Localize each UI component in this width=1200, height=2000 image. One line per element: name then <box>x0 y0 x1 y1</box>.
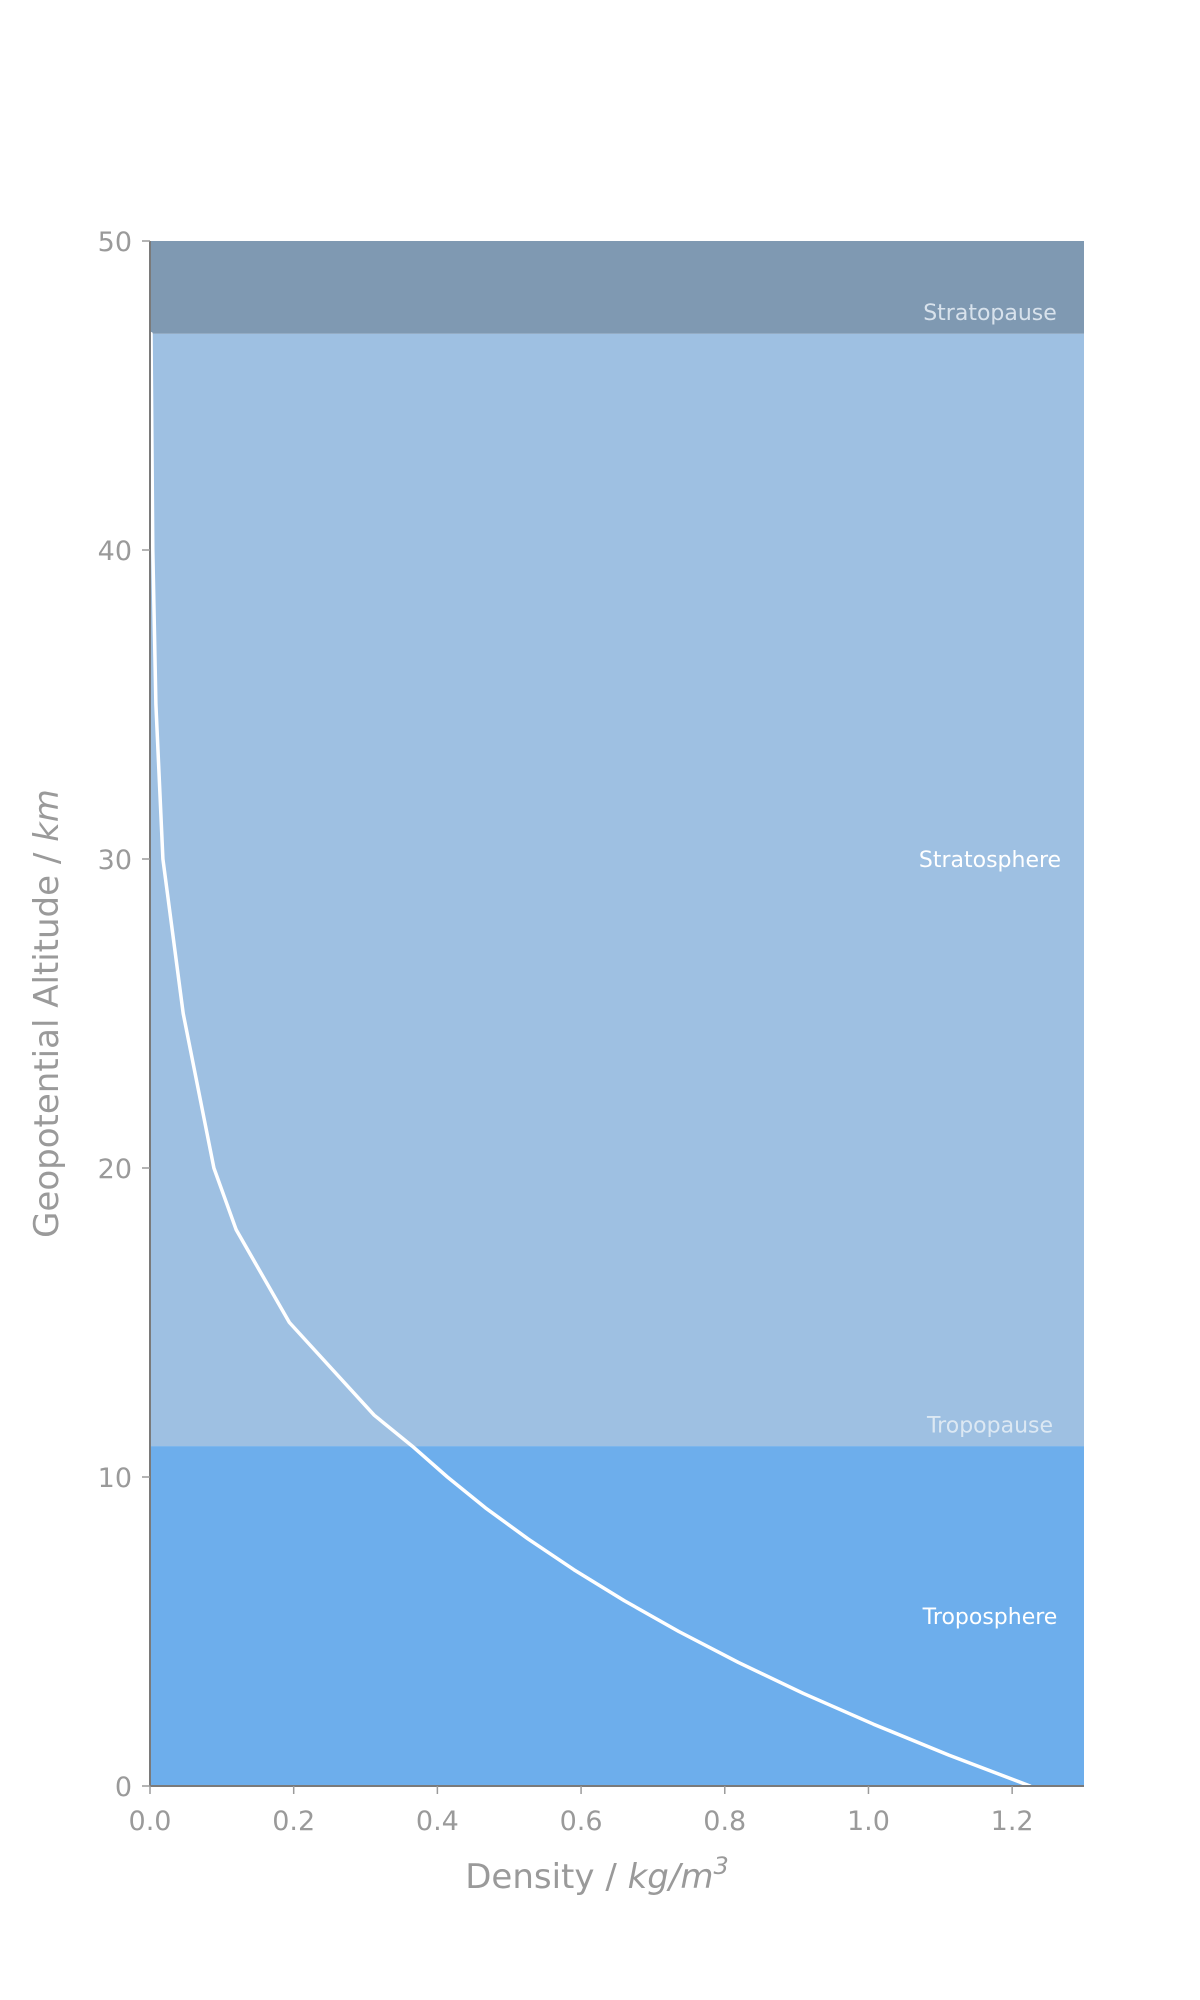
y-tick-label: 50 <box>98 227 132 258</box>
band-label-stratopause: Stratopause <box>923 301 1057 326</box>
y-tick-label: 10 <box>98 1463 132 1494</box>
band-label-stratosphere: Stratosphere <box>919 848 1061 873</box>
density-series <box>149 331 1032 1788</box>
band-stratosphere <box>150 333 1084 1447</box>
x-tick-label: 1.0 <box>847 1806 890 1837</box>
band-labels: Troposphere Stratosphere Stratopause Tropop… <box>919 301 1061 1630</box>
series-line-0 <box>149 331 1032 1788</box>
y-tick-label: 40 <box>98 536 132 567</box>
x-tick-label: 0.8 <box>703 1806 746 1837</box>
x-tick-label: 0.2 <box>272 1806 315 1837</box>
y-tick-label: 20 <box>98 1154 132 1185</box>
x-tick-label: 1.2 <box>991 1806 1034 1837</box>
axes: 0.0 0.2 0.4 0.6 0.8 1.0 1.2 0 10 20 30 40 50 <box>98 227 1084 1837</box>
y-axis-title: Geopotential Altitude / km <box>27 789 67 1238</box>
x-tick-label: 0.6 <box>560 1806 603 1837</box>
x-axis-title-unit: kg/m <box>628 1857 714 1897</box>
y-axis-title-unit: km <box>27 789 67 842</box>
band-stratopause <box>150 241 1084 334</box>
y-tick-label: 30 <box>98 845 132 876</box>
band-label-troposphere: Troposphere <box>922 1605 1058 1630</box>
band-troposphere <box>150 1446 1084 1786</box>
x-axis-title: Density / kg/m3 <box>465 1852 728 1897</box>
x-axis-title-text: Density / <box>465 1857 627 1897</box>
boundary-label-tropopause: Tropopause <box>926 1413 1053 1438</box>
x-tick-label: 0.0 <box>129 1806 172 1837</box>
x-tick-label: 0.4 <box>416 1806 459 1837</box>
y-tick-label: 0 <box>115 1772 132 1803</box>
x-axis-title-exponent: 3 <box>713 1852 728 1880</box>
atmosphere-bands <box>150 241 1084 1786</box>
y-axis-title-text: Geopotential Altitude / <box>27 842 67 1238</box>
